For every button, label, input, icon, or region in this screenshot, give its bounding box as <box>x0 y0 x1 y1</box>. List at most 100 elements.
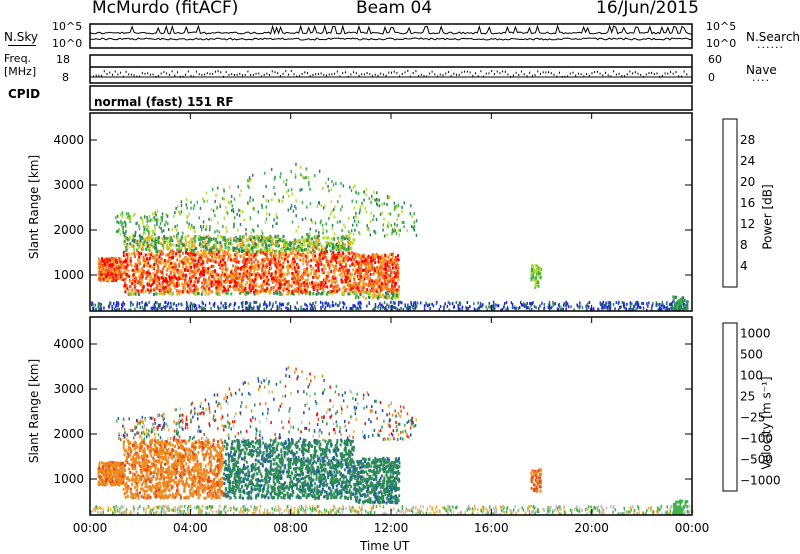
echo-cell <box>136 269 139 273</box>
echo-cell <box>375 289 378 293</box>
echo-cell <box>122 263 125 266</box>
echo-cell <box>274 275 277 279</box>
echo-cell <box>352 268 355 272</box>
echo-cell <box>349 185 351 189</box>
echo-cell <box>214 250 217 254</box>
echo-cell <box>297 279 300 283</box>
echo-cell <box>199 256 202 260</box>
nave-point <box>158 74 159 77</box>
echo-cell <box>173 234 175 238</box>
echo-cell <box>169 258 172 261</box>
echo-cell <box>225 291 228 295</box>
echo-cell <box>220 285 223 289</box>
echo-cell <box>489 507 491 511</box>
echo-cell <box>352 223 354 227</box>
echo-cell <box>292 263 295 267</box>
echo-cell <box>153 216 155 220</box>
echo-cell <box>226 210 228 214</box>
echo-cell <box>199 245 202 249</box>
echo-cell <box>127 212 130 216</box>
echo-cell <box>125 245 128 249</box>
echo-cell <box>197 269 199 273</box>
echo-cell <box>179 239 182 243</box>
echo-cell <box>132 292 135 296</box>
echo-cell <box>294 204 296 208</box>
echo-cell <box>325 259 328 262</box>
echo-cell <box>123 302 126 306</box>
echo-cell <box>530 304 532 308</box>
echo-cell <box>240 281 243 285</box>
echo-cell <box>185 256 188 260</box>
echo-cell <box>339 308 342 311</box>
echo-cell <box>259 303 261 307</box>
echo-cell <box>167 301 170 305</box>
echo-cell <box>143 227 146 231</box>
nave-point <box>434 73 436 76</box>
echo-cell <box>668 307 671 311</box>
echo-cell <box>163 236 166 240</box>
echo-cell <box>368 288 371 292</box>
echo-cell <box>262 195 265 198</box>
echo-cell <box>134 279 137 283</box>
echo-cell <box>180 203 183 207</box>
nave-point <box>569 72 571 75</box>
echo-cell <box>208 247 211 251</box>
echo-cell <box>311 220 314 224</box>
echo-cell <box>264 252 267 256</box>
echo-cell <box>134 292 137 296</box>
echo-cell <box>367 291 370 295</box>
echo-cell <box>122 301 124 305</box>
echo-cell <box>379 273 382 277</box>
nave-point <box>466 70 468 73</box>
echo-cell <box>291 246 294 250</box>
echo-cell <box>342 301 344 305</box>
echo-cell <box>348 252 351 256</box>
echo-cell <box>129 259 132 263</box>
echo-cell <box>379 265 382 269</box>
echo-cell <box>256 250 259 254</box>
echo-cell <box>487 511 489 515</box>
echo-cell <box>265 236 268 240</box>
echo-cell <box>102 267 105 271</box>
echo-cell <box>257 289 260 293</box>
echo-cell <box>292 279 295 282</box>
echo-cell <box>412 226 415 230</box>
echo-cell <box>387 288 390 292</box>
echo-cell <box>377 260 380 264</box>
nave-point <box>439 73 441 76</box>
echo-cell <box>325 222 327 226</box>
echo-cell <box>143 228 145 232</box>
echo-cell <box>272 289 275 293</box>
echo-cell <box>397 254 399 258</box>
echo-cell <box>159 222 162 225</box>
echo-cell <box>245 249 247 253</box>
echo-cell <box>233 197 236 201</box>
nave-point <box>187 70 189 73</box>
echo-cell <box>385 279 388 283</box>
echo-cell <box>355 200 358 204</box>
echo-cell <box>379 302 381 306</box>
nave-point <box>621 74 623 77</box>
echo-cell <box>325 301 327 305</box>
echo-cell <box>160 284 163 287</box>
echo-cell <box>394 205 396 209</box>
echo-cell <box>116 214 119 218</box>
echo-cell <box>147 218 149 222</box>
echo-cell <box>341 235 344 239</box>
echo-cell <box>374 289 377 293</box>
echo-cell <box>395 260 398 264</box>
echo-cell <box>672 299 675 303</box>
echo-cell <box>248 271 251 275</box>
echo-cell <box>531 266 533 270</box>
echo-cell <box>336 289 339 293</box>
echo-cell <box>382 258 385 262</box>
echo-cell <box>324 267 327 271</box>
echo-cell <box>313 244 316 248</box>
echo-cell <box>333 253 336 257</box>
echo-cell <box>358 291 361 294</box>
echo-cell <box>268 283 270 287</box>
echo-cell <box>164 285 167 289</box>
echo-cell <box>171 227 174 231</box>
echo-cell <box>557 509 559 513</box>
echo-cell <box>392 300 395 304</box>
